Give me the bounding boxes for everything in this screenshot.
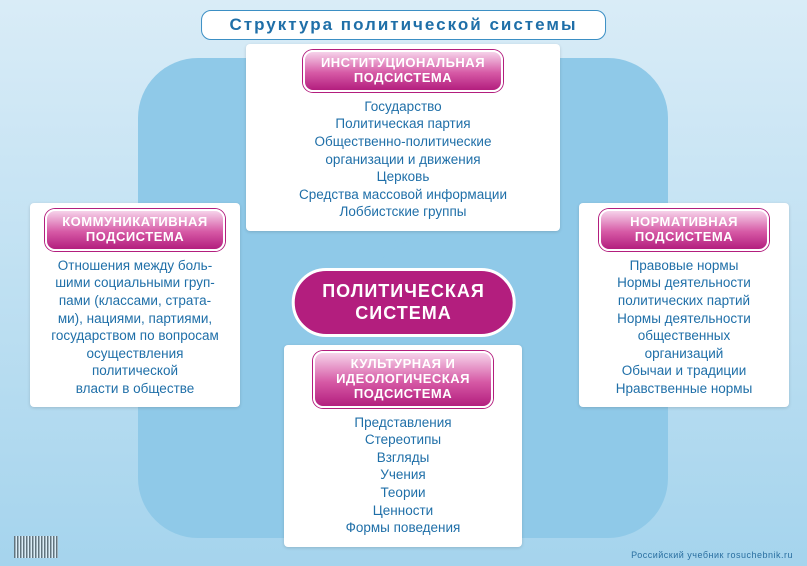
page-title: Структура политической системы <box>201 10 607 40</box>
card-cultural: КУЛЬТУРНАЯ И ИДЕОЛОГИЧЕСКАЯ ПОДСИСТЕМА П… <box>284 345 522 547</box>
card-normative-body: Правовые нормы Нормы деятельности полити… <box>589 257 779 397</box>
card-institutional: ИНСТИТУЦИОНАЛЬНАЯ ПОДСИСТЕМА Государство… <box>246 44 560 231</box>
barcode-icon <box>14 536 58 558</box>
card-communicative-header: КОММУНИКАТИВНАЯ ПОДСИСТЕМА <box>45 209 225 251</box>
card-normative: НОРМАТИВНАЯ ПОДСИСТЕМА Правовые нормы Но… <box>579 203 789 407</box>
footer-credit: Российский учебник rosuchebnik.ru <box>631 550 793 560</box>
center-node: ПОЛИТИЧЕСКАЯ СИСТЕМА <box>291 268 516 337</box>
card-cultural-body: Представления Стереотипы Взгляды Учения … <box>294 414 512 537</box>
card-communicative-body: Отношения между боль- шими социальными г… <box>40 257 230 397</box>
card-institutional-body: Государство Политическая партия Обществе… <box>256 98 550 221</box>
card-cultural-header: КУЛЬТУРНАЯ И ИДЕОЛОГИЧЕСКАЯ ПОДСИСТЕМА <box>313 351 493 408</box>
center-node-label: ПОЛИТИЧЕСКАЯ СИСТЕМА <box>322 281 485 324</box>
card-communicative: КОММУНИКАТИВНАЯ ПОДСИСТЕМА Отношения меж… <box>30 203 240 407</box>
card-normative-header: НОРМАТИВНАЯ ПОДСИСТЕМА <box>599 209 769 251</box>
card-institutional-header: ИНСТИТУЦИОНАЛЬНАЯ ПОДСИСТЕМА <box>303 50 503 92</box>
